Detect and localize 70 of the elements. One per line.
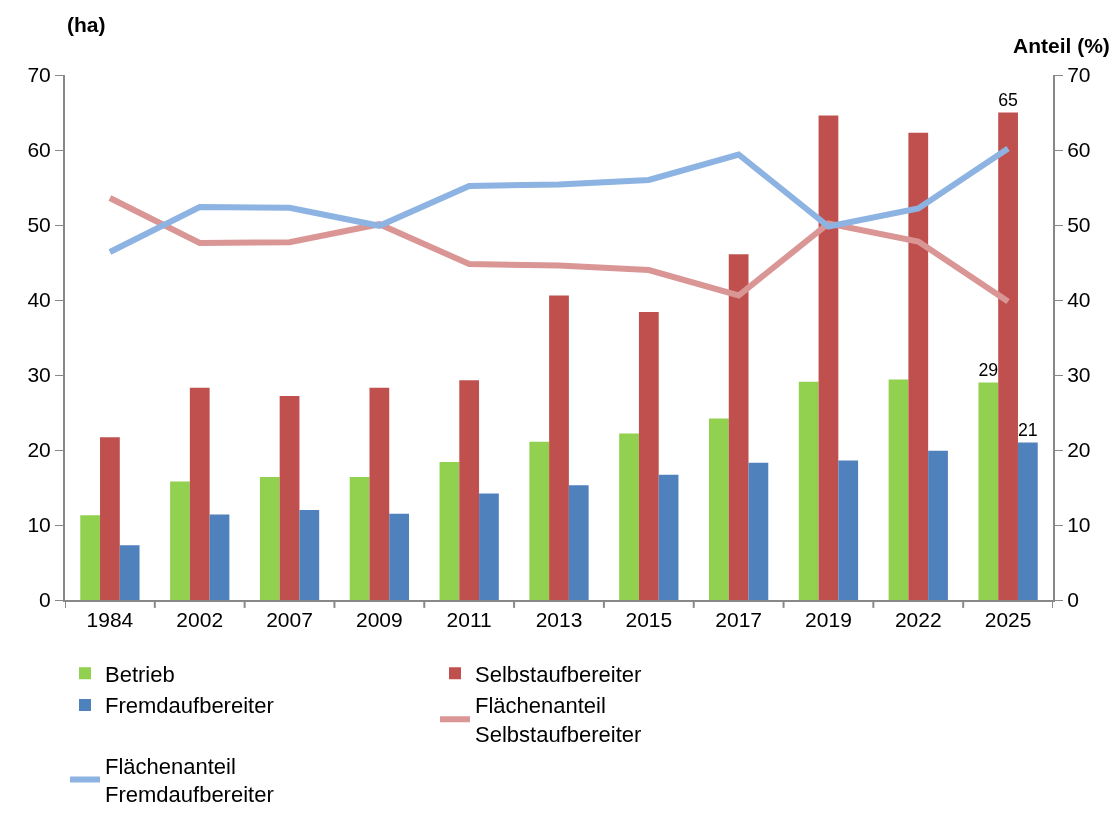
bar: [209, 514, 230, 600]
bar: [259, 477, 280, 600]
legend-label: Betrieb: [105, 661, 175, 687]
y2-tick-label: 50: [1067, 213, 1091, 237]
x-tick-label: 2025: [984, 608, 1032, 632]
legend-label: Flächenanteil Selbstaufbereiter: [475, 693, 642, 748]
bar: [170, 481, 190, 600]
bar: [389, 513, 409, 600]
bar: [978, 382, 999, 600]
y2-tick-label: 60: [1067, 138, 1091, 162]
x-tick-label: 2011: [446, 608, 492, 632]
y-tick-label: 60: [27, 138, 51, 162]
x-tick-label: 2002: [176, 608, 224, 632]
x-tick-label: 2015: [625, 608, 673, 632]
bar: [619, 433, 639, 600]
bar: [568, 485, 589, 600]
x-tick-label: 2022: [894, 608, 942, 632]
x-tick-label: 2013: [535, 608, 583, 632]
bar: [549, 295, 569, 600]
bar: [798, 381, 819, 600]
bar: [709, 418, 729, 600]
bar: [279, 396, 300, 600]
y-tick-label: 40: [27, 288, 51, 312]
y-tick-label: 10: [27, 513, 51, 537]
bar: [369, 387, 390, 600]
x-tick-label: 1984: [86, 608, 134, 632]
legend-label: Selbstaufbereiter: [475, 661, 642, 687]
y2-tick-label: 40: [1067, 288, 1091, 312]
legend-label: Flächenanteil Fremdaufbereiter: [105, 753, 274, 808]
bar: [459, 380, 480, 600]
y2-tick-label: 70: [1067, 63, 1091, 87]
bar: [838, 460, 859, 600]
x-tick-label: 2007: [266, 608, 313, 632]
bar: [100, 437, 120, 600]
y-tick-label: 30: [27, 363, 51, 387]
bar: [998, 112, 1018, 600]
bar: [748, 462, 769, 600]
bar: [479, 493, 499, 600]
bar: [908, 132, 929, 600]
y2-tick-label: 30: [1067, 363, 1091, 387]
y2-tick-label: 0: [1067, 588, 1079, 612]
x-tick-label: 2019: [805, 608, 852, 632]
y-axis-title: (ha): [67, 13, 106, 36]
legend-label: Fremdaufbereiter: [105, 693, 274, 719]
bar: [638, 312, 659, 600]
bar: [299, 510, 320, 600]
y-tick-label: 20: [27, 438, 51, 462]
bar: [119, 545, 140, 600]
y-tick-label: 50: [27, 213, 51, 237]
data-label: 21: [1017, 419, 1038, 440]
bar: [888, 379, 909, 600]
y2-tick-label: 10: [1067, 513, 1091, 537]
y2-tick-label: 20: [1067, 438, 1091, 462]
bar: [818, 115, 839, 600]
bar: [439, 462, 460, 600]
x-tick-label: 2009: [356, 608, 403, 632]
bar: [189, 387, 210, 600]
bar: [1017, 442, 1038, 600]
data-label: 65: [998, 89, 1019, 110]
bar: [658, 474, 679, 600]
bar: [529, 441, 550, 600]
bar: [728, 254, 749, 600]
data-label: 29: [978, 359, 999, 380]
y-tick-label: 0: [39, 588, 51, 612]
x-tick-label: 2017: [715, 608, 762, 632]
bar: [80, 515, 101, 600]
bar: [928, 450, 948, 600]
y-tick-label: 70: [27, 63, 51, 87]
bar: [349, 477, 370, 600]
y2-axis-title: Anteil (%): [1013, 34, 1110, 57]
